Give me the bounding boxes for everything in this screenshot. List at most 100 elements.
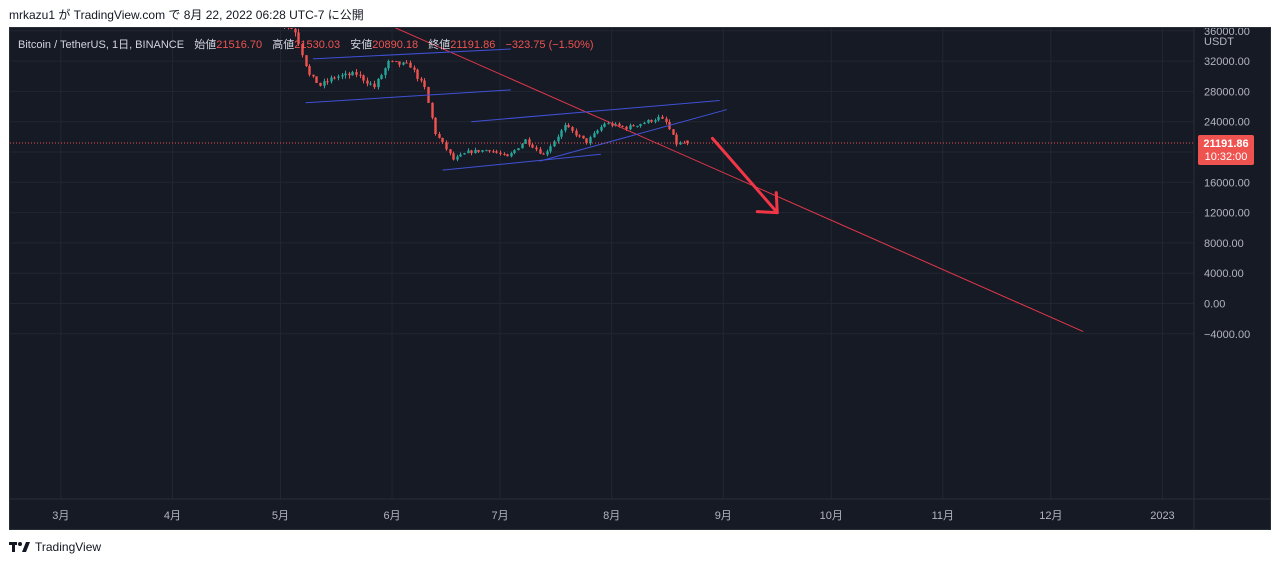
candle-body bbox=[539, 149, 542, 154]
candle-body bbox=[333, 77, 336, 79]
candle-body bbox=[477, 150, 480, 152]
candle-body bbox=[405, 62, 408, 64]
candle-body bbox=[362, 75, 365, 81]
blue-channel-line[interactable] bbox=[539, 109, 727, 162]
candle-body bbox=[488, 150, 491, 152]
time-tick-label: 5月 bbox=[272, 510, 289, 522]
high-value: 21530.03 bbox=[294, 39, 341, 51]
price-tick-label: 12000.00 bbox=[1204, 208, 1250, 220]
blue-channel-line[interactable] bbox=[471, 99, 720, 123]
time-tick-label: 7月 bbox=[491, 510, 508, 522]
candle-body bbox=[337, 76, 340, 78]
candle-body bbox=[452, 153, 455, 160]
low-label: 安値 bbox=[350, 39, 373, 51]
candle-body bbox=[629, 125, 632, 130]
candle-body bbox=[546, 151, 549, 155]
candle-body bbox=[413, 67, 416, 70]
price-tick-label: 24000.00 bbox=[1204, 117, 1250, 129]
blue-channel-line[interactable] bbox=[305, 89, 511, 104]
candle-body bbox=[474, 150, 477, 154]
candle-body bbox=[308, 66, 311, 75]
candle-body bbox=[618, 123, 621, 126]
change-value: −323.75 (−1.50%) bbox=[505, 39, 594, 51]
chart-panel[interactable]: 52000.0048000.0044000.0040000.0036000.00… bbox=[9, 27, 1271, 530]
price-tick-label: 4000.00 bbox=[1204, 268, 1244, 280]
candle-body bbox=[373, 83, 376, 88]
candle-body bbox=[564, 124, 567, 131]
publish-caption: mrkazu1 が TradingView.com で 8月 22, 2022 … bbox=[9, 8, 364, 22]
price-tick-label: 32000.00 bbox=[1204, 56, 1250, 68]
candle-body bbox=[348, 73, 351, 76]
time-tick-label: 8月 bbox=[603, 510, 620, 522]
candle-body bbox=[528, 139, 531, 145]
price-tick-label: 8000.00 bbox=[1204, 238, 1244, 250]
price-tick-label: 0.00 bbox=[1204, 299, 1225, 311]
currency-label: USDT bbox=[1204, 36, 1234, 48]
candle-body bbox=[589, 137, 592, 144]
candle-body bbox=[398, 61, 401, 65]
candle-body bbox=[459, 154, 462, 157]
candle-body bbox=[495, 151, 498, 153]
candle-body bbox=[395, 61, 398, 63]
price-tick-label: 36000.00 bbox=[1204, 28, 1250, 38]
candle-body bbox=[603, 123, 606, 127]
candle-body bbox=[380, 75, 383, 79]
candle-body bbox=[596, 130, 599, 134]
high-label: 高値 bbox=[272, 39, 295, 51]
tradingview-logo-icon bbox=[9, 542, 30, 552]
candle-body bbox=[409, 62, 412, 68]
tradingview-footer[interactable]: TradingView bbox=[9, 540, 101, 554]
candle-body bbox=[330, 77, 333, 82]
down-arrow-head[interactable] bbox=[755, 191, 779, 215]
candle-body bbox=[549, 146, 552, 152]
candle-body bbox=[621, 125, 624, 127]
price-tick-label: 28000.00 bbox=[1204, 86, 1250, 98]
red-trendline[interactable] bbox=[93, 28, 1084, 332]
candle-body bbox=[665, 118, 668, 122]
time-tick-label: 9月 bbox=[715, 510, 732, 522]
candle-body bbox=[485, 150, 488, 152]
candle-body bbox=[319, 82, 322, 86]
candle-body bbox=[438, 133, 441, 138]
candle-body bbox=[524, 139, 527, 144]
candle-body bbox=[499, 152, 502, 154]
price-chart[interactable]: 52000.0048000.0044000.0040000.0036000.00… bbox=[10, 28, 1270, 529]
candle-body bbox=[585, 138, 588, 144]
time-tick-label: 11月 bbox=[932, 510, 954, 522]
candle-body bbox=[643, 122, 646, 125]
blue-channel-line[interactable] bbox=[312, 48, 511, 60]
candle-body bbox=[456, 156, 459, 160]
candle-body bbox=[323, 81, 326, 86]
candle-body bbox=[683, 142, 686, 144]
candle-body bbox=[369, 83, 372, 85]
candle-body bbox=[384, 68, 387, 76]
candle-body bbox=[351, 72, 354, 76]
candle-body bbox=[297, 32, 300, 44]
candle-body bbox=[672, 129, 675, 135]
time-tick-label: 12月 bbox=[1039, 510, 1062, 522]
time-tick-label: 10月 bbox=[820, 510, 843, 522]
blue-channel-line[interactable] bbox=[442, 153, 601, 171]
candle-body bbox=[600, 126, 603, 131]
candle-body bbox=[344, 73, 347, 76]
candle-body bbox=[359, 74, 362, 76]
candle-body bbox=[420, 78, 423, 81]
candle-body bbox=[290, 28, 293, 29]
open-value: 21516.70 bbox=[216, 39, 263, 51]
candle-body bbox=[521, 143, 524, 149]
time-tick-label: 3月 bbox=[52, 510, 69, 522]
candle-body bbox=[449, 149, 452, 154]
last-price-label: 21191.86 bbox=[1203, 138, 1248, 150]
down-arrow-shaft[interactable] bbox=[710, 136, 779, 215]
candle-body bbox=[531, 144, 534, 148]
candle-body bbox=[467, 150, 470, 154]
candle-body bbox=[542, 153, 545, 155]
candle-body bbox=[679, 142, 682, 145]
candle-body bbox=[377, 78, 380, 88]
candle-body bbox=[510, 153, 513, 157]
candle-body bbox=[441, 137, 444, 143]
candle-body bbox=[402, 62, 405, 65]
candle-body bbox=[445, 142, 448, 150]
time-tick-label: 6月 bbox=[383, 510, 400, 522]
candle-body bbox=[312, 74, 315, 77]
